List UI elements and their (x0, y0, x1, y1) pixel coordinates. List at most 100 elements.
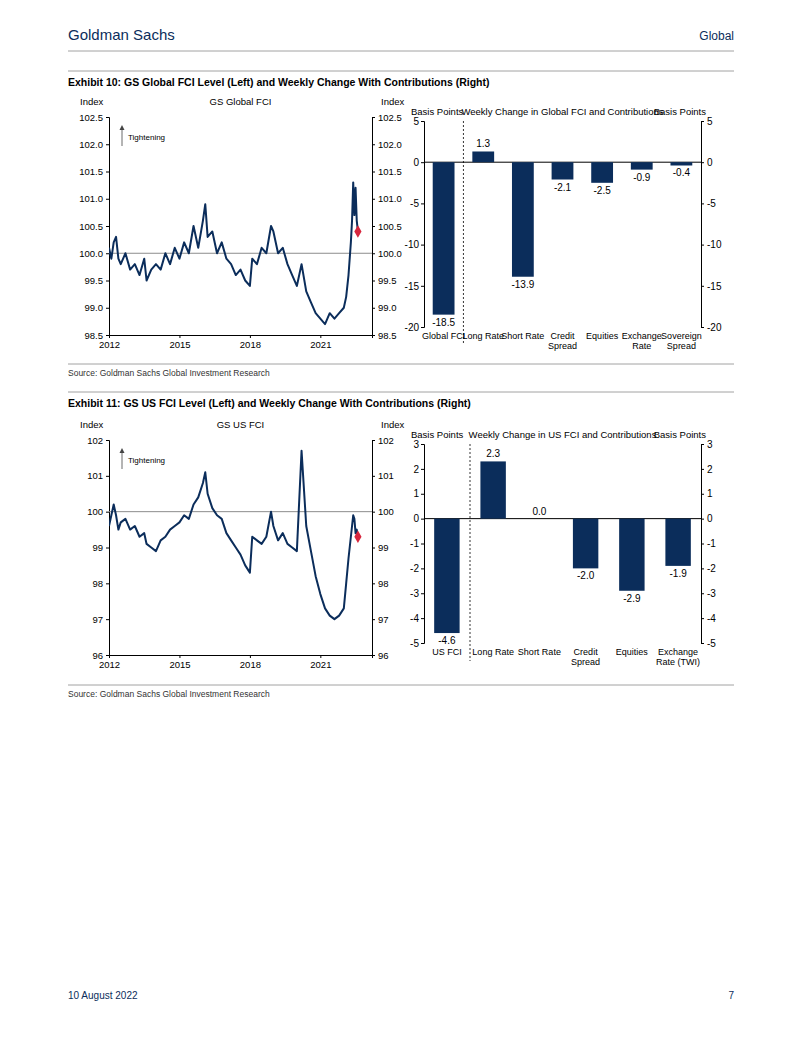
tick: 102 (87, 435, 109, 446)
tick: -3 (701, 588, 716, 599)
tick-mark (372, 172, 375, 173)
tick-mark (701, 327, 704, 328)
tick: 100.5 (372, 221, 402, 232)
tick-label-line: Exchange (658, 647, 698, 657)
tick-label: 2012 (99, 339, 120, 350)
tick-label-line: Credit (550, 331, 575, 341)
tick-mark (106, 226, 109, 227)
date: 10 August 2022 (68, 990, 138, 1001)
rule (68, 685, 734, 686)
tick-label: 2021 (310, 659, 331, 670)
tick: -20 (405, 322, 424, 333)
arrow-head (120, 448, 125, 453)
tick-label: 2015 (169, 339, 190, 350)
tick: 98.5 (372, 330, 397, 341)
tick: 0 (701, 157, 713, 168)
y2-axis-title: Basis Points (654, 429, 707, 440)
y-axis-line (421, 122, 425, 328)
tick-label: -15 (707, 281, 722, 292)
annotation: Tightening (128, 456, 165, 465)
tick-label: 101.0 (378, 193, 402, 204)
tick: 102.0 (372, 139, 402, 150)
data-label: -2.5 (594, 185, 612, 196)
tick: 2012 (99, 655, 120, 670)
y-axis: -20-15-10-505 (405, 116, 425, 333)
tick-label: 5 (413, 116, 419, 127)
bar (619, 519, 644, 591)
tick-label: 0 (707, 157, 713, 168)
tick-label: 98.5 (378, 330, 397, 341)
tick-mark (109, 655, 110, 658)
tick-mark (421, 444, 424, 445)
y2-axis: -20-15-10-505 (701, 116, 722, 333)
y-axis-title: Index (80, 419, 103, 430)
tick-label: 2021 (310, 339, 331, 350)
chart: -20-15-10-505-20-15-10-505Global FCILong… (405, 106, 722, 351)
tick: -15 (701, 281, 722, 292)
tick: 101 (87, 470, 109, 481)
tick: 99 (372, 542, 389, 553)
tick-mark (701, 544, 704, 545)
bar (552, 162, 574, 179)
tick: -10 (405, 239, 424, 250)
tick-mark (421, 544, 424, 545)
bar (527, 518, 552, 519)
y-axis-title: Index (80, 96, 103, 107)
tick-label: Short Rate (518, 647, 561, 657)
tick-mark (421, 327, 424, 328)
tick-mark (109, 335, 110, 338)
tick: 3 (701, 439, 713, 450)
source: Source: Goldman Sachs Global Investment … (68, 689, 270, 699)
tick-mark (106, 619, 109, 620)
tick-mark (372, 476, 375, 477)
tick-mark (372, 144, 375, 145)
tick-mark (701, 203, 704, 204)
tick: Long Rate (462, 331, 504, 341)
chart-title: Weekly Change in Global FCI and Contribu… (461, 106, 663, 117)
plot-area (109, 182, 372, 324)
tick-label: Long Rate (472, 647, 514, 657)
tick-label: 5 (707, 116, 713, 127)
tick: -15 (405, 281, 424, 292)
tick: ExchangeRate (TWI) (656, 647, 700, 667)
plot-area (434, 461, 691, 633)
zero-line (424, 518, 701, 519)
y2-axis-title: Index (381, 96, 404, 107)
bar (433, 162, 455, 314)
tick-label: 97 (378, 614, 389, 625)
tick: CreditSpread (571, 647, 600, 667)
rule (68, 364, 734, 365)
tick-label: -2 (410, 563, 419, 574)
tick-label: 0 (707, 513, 713, 524)
bar (472, 151, 494, 162)
tick: 2015 (169, 655, 190, 670)
tick-mark (106, 548, 109, 549)
tick: 96 (372, 650, 389, 661)
y-axis-title: Basis Points (411, 429, 464, 440)
tick: 99.0 (85, 302, 110, 313)
tick: 102 (372, 435, 394, 446)
tick-label: 3 (413, 439, 419, 450)
tick: Global FCI (422, 331, 465, 341)
tick-label: -1 (410, 538, 419, 549)
tick: -5 (701, 638, 716, 649)
tick-mark (421, 593, 424, 594)
tick-mark (372, 253, 375, 254)
tick: Long Rate (472, 647, 514, 657)
tick-mark (179, 335, 180, 338)
tick-label-line: Short Rate (501, 331, 544, 341)
tick-mark (106, 308, 109, 309)
tick: 101.5 (79, 166, 109, 177)
tick: -2 (410, 563, 424, 574)
tick-mark (106, 583, 109, 584)
tick-label: 99.0 (85, 302, 104, 313)
tick: 100.0 (372, 248, 402, 259)
tick-mark (320, 655, 321, 658)
y-axis-title: Basis Points (411, 106, 464, 117)
tick-mark (421, 286, 424, 287)
tick-mark (701, 568, 704, 569)
tick-label: Equities (616, 647, 649, 657)
tick-label-line: Rate (TWI) (656, 657, 700, 667)
separator (463, 121, 464, 345)
marker (354, 225, 361, 237)
